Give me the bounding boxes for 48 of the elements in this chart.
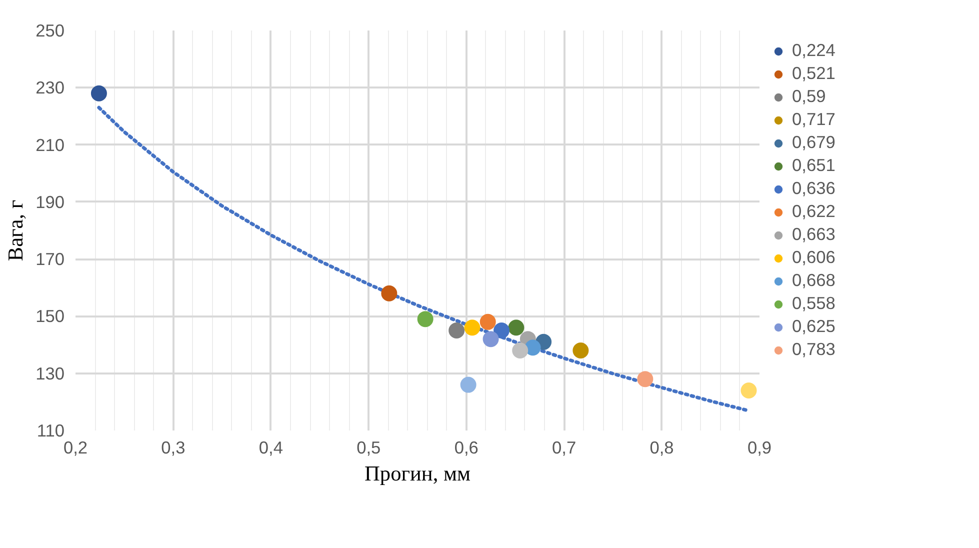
y-tick-label: 130 xyxy=(36,363,65,384)
point xyxy=(417,311,434,328)
x-tick-label: 0,9 xyxy=(747,438,772,458)
point xyxy=(572,342,589,358)
x-axis-title: Прогин, мм xyxy=(364,462,470,486)
point xyxy=(480,314,496,330)
y-tick-label: 190 xyxy=(36,192,65,212)
point xyxy=(448,322,465,338)
y-tick-label: 150 xyxy=(36,306,65,326)
legend-label: 0,636 xyxy=(792,178,836,199)
x-tick-label: 0,3 xyxy=(161,438,186,458)
legend-label: 0,224 xyxy=(792,40,836,61)
point xyxy=(508,320,524,336)
line-series xyxy=(97,106,750,412)
point xyxy=(90,85,107,102)
point xyxy=(460,376,476,393)
x-tick-label: 0,5 xyxy=(356,438,381,458)
point xyxy=(464,320,480,336)
y-axis-title: Вага, г xyxy=(4,200,28,262)
point xyxy=(524,340,541,356)
legend-label: 0,625 xyxy=(792,316,836,337)
point xyxy=(381,285,398,302)
x-tick-label: 0,8 xyxy=(650,438,674,458)
y-tick-label: 230 xyxy=(36,78,65,98)
legend-label: 0,668 xyxy=(792,270,836,291)
legend-label: 0,783 xyxy=(792,339,836,360)
legend-label: 0,663 xyxy=(792,224,836,245)
x-tick-label: 0,7 xyxy=(552,438,576,458)
y-tick-label: 210 xyxy=(36,134,65,155)
legend-label: 0,606 xyxy=(792,247,836,268)
legend-label: 0,59 xyxy=(792,86,826,107)
point xyxy=(494,322,510,338)
legend-label: 0,651 xyxy=(792,155,836,176)
legend-label: 0,679 xyxy=(792,132,836,153)
point xyxy=(512,342,528,358)
legend-label: 0,622 xyxy=(792,201,836,222)
y-tick-label: 110 xyxy=(36,420,65,440)
y-tick-label: 250 xyxy=(36,20,65,40)
legend-label: 0,521 xyxy=(792,63,836,84)
y-tick-label: 170 xyxy=(36,249,65,270)
x-tick-label: 0,2 xyxy=(63,438,88,458)
legend-label: 0,717 xyxy=(792,109,836,130)
point xyxy=(482,331,499,348)
point xyxy=(740,382,757,398)
legend-label: 0,558 xyxy=(792,293,836,314)
x-tick-label: 0,4 xyxy=(258,438,284,458)
point xyxy=(637,371,654,388)
x-tick-label: 0,6 xyxy=(454,438,478,458)
